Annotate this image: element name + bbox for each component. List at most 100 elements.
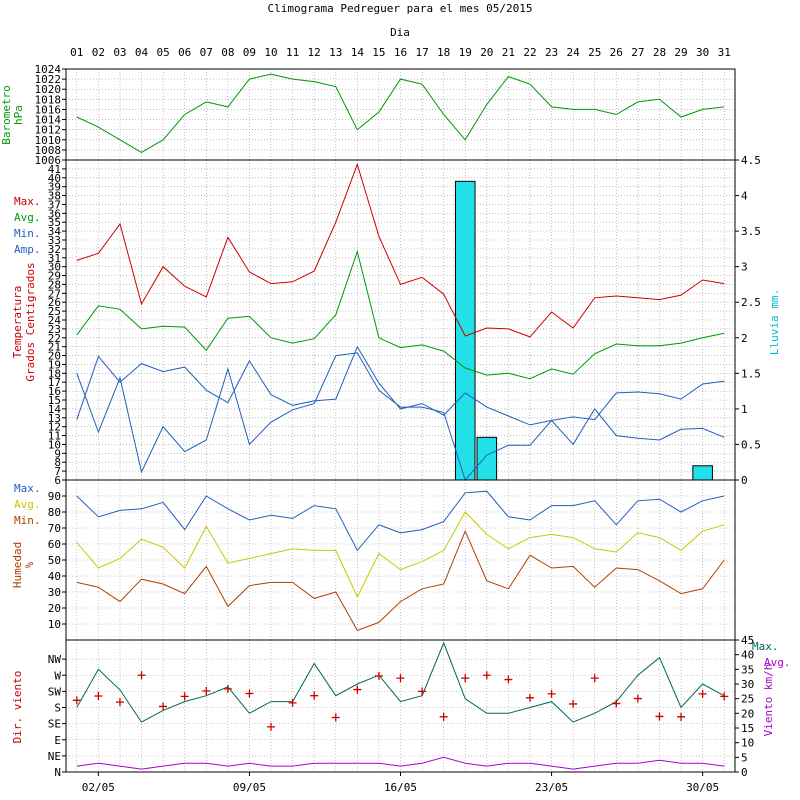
wind-direction-marker: [482, 671, 491, 680]
pressure-y-tick-label: 1012: [35, 124, 62, 137]
day-tick-label: 15: [372, 46, 385, 59]
rain-bar: [454, 180, 476, 481]
temp-y-tick-label: 36: [48, 207, 61, 220]
day-tick-label: 17: [415, 46, 428, 59]
temp-y-tick-label: 9: [54, 447, 61, 460]
pressure-y-tick-label: 1006: [35, 154, 62, 167]
temp-y-tick-label: 33: [48, 234, 61, 247]
wind-direction-marker: [72, 696, 81, 705]
temp-y-tick-label: 24: [48, 314, 62, 327]
humidity-series-min: [76, 529, 725, 632]
wind-direction-marker: [180, 692, 189, 701]
temp-y-tick-label: 18: [48, 367, 61, 380]
wind-dir-label: W: [54, 669, 61, 682]
pressure-axis-label-2: hPa: [12, 105, 25, 125]
temp-y-tick-label: 11: [48, 430, 61, 443]
rain-axis-label: Lluvia mm.: [768, 289, 781, 355]
temp-y-tick-label: 21: [48, 341, 61, 354]
bottom-date-label: 09/05: [233, 781, 266, 794]
temp-y-tick-label: 22: [48, 332, 61, 345]
wind-direction-marker: [267, 722, 276, 731]
humidity-y-tick-label: 10: [48, 618, 61, 631]
temp-y-tick-label: 12: [48, 421, 61, 434]
rain-y-tick-label: 2.5: [741, 296, 761, 309]
wind-legend-avg: Avg.: [764, 656, 791, 669]
rain-bar: [692, 465, 713, 481]
wind-dir-label: SW: [48, 685, 62, 698]
wind-speed-tick-label: 45: [741, 634, 754, 647]
humidity-y-tick-label: 90: [48, 490, 61, 503]
temp-y-tick-label: 41: [48, 163, 61, 176]
temp-y-tick-label: 26: [48, 296, 61, 309]
day-tick-label: 30: [696, 46, 709, 59]
day-tick-label: 03: [113, 46, 126, 59]
bottom-date-label: 23/05: [535, 781, 568, 794]
temp-y-tick-label: 23: [48, 323, 61, 336]
bottom-date-label: 30/05: [686, 781, 719, 794]
wind-direction-marker: [547, 689, 556, 698]
pressure-y-tick-label: 1022: [35, 73, 62, 86]
pressure-y-tick-label: 1008: [35, 144, 62, 157]
day-tick-label: 02: [92, 46, 105, 59]
temp-y-tick-label: 6: [54, 474, 61, 487]
rain-y-tick-label: 2: [741, 332, 748, 345]
wind-speed-tick-label: 20: [741, 707, 754, 720]
temp-y-tick-label: 20: [48, 350, 61, 363]
day-tick-label: 23: [545, 46, 558, 59]
pressure-y-tick-label: 1020: [35, 83, 62, 96]
rain-y-tick-label: 1.5: [741, 367, 761, 380]
temp-legend-amp: Amp.: [14, 243, 41, 256]
wind-direction-marker: [720, 692, 729, 701]
wind-direction-marker: [353, 685, 362, 694]
wind-direction-marker: [461, 674, 470, 683]
wind-direction-marker: [310, 691, 319, 700]
temp-legend-avg: Avg.: [14, 211, 41, 224]
wind-direction-marker: [223, 684, 232, 693]
day-tick-label: 09: [243, 46, 256, 59]
pressure-y-tick-label: 1024: [35, 63, 62, 76]
day-tick-label: 11: [286, 46, 299, 59]
day-axis-label: Dia: [390, 26, 410, 39]
humidity-series-max: [76, 490, 725, 552]
humidity-legend-avg: Avg.: [14, 498, 41, 511]
day-tick-label: 13: [329, 46, 342, 59]
pressure-y-tick-label: 1014: [35, 114, 62, 127]
rain-y-tick-label: 0: [741, 474, 748, 487]
humidity-y-tick-label: 60: [48, 538, 61, 551]
wind-direction-marker: [655, 712, 664, 721]
wind-speed-tick-label: 10: [741, 737, 754, 750]
temp-legend-max: Max.: [14, 195, 41, 208]
humidity-y-tick-label: 80: [48, 506, 61, 519]
wind-dir-label: E: [54, 734, 61, 747]
wind-speed-axis-label: Viento km/h: [762, 664, 775, 737]
wind-speed-tick-label: 25: [741, 693, 754, 706]
temp-y-tick-label: 19: [48, 358, 61, 371]
wind-speed-tick-label: 30: [741, 678, 754, 691]
temp-y-tick-label: 15: [48, 394, 61, 407]
wind-direction-marker: [374, 671, 383, 680]
temp-y-tick-label: 29: [48, 270, 61, 283]
day-tick-label: 06: [178, 46, 191, 59]
temp-y-tick-label: 40: [48, 172, 61, 185]
humidity-legend-min: Min.: [14, 514, 41, 527]
rain-y-tick-label: 3: [741, 261, 748, 274]
day-tick-label: 04: [135, 46, 149, 59]
day-tick-label: 05: [156, 46, 169, 59]
day-tick-label: 08: [221, 46, 234, 59]
day-tick-label: 26: [610, 46, 623, 59]
wind-direction-marker: [202, 687, 211, 696]
rain-y-tick-label: 4: [741, 190, 748, 203]
humidity-legend-max: Max.: [14, 482, 41, 495]
wind-direction-marker: [569, 699, 578, 708]
wind-direction-marker: [612, 699, 621, 708]
humidity-y-tick-label: 20: [48, 602, 61, 615]
day-tick-label: 16: [394, 46, 407, 59]
day-tick-label: 27: [631, 46, 644, 59]
wind-direction-marker: [137, 671, 146, 680]
temp-y-tick-label: 14: [48, 403, 62, 416]
wind-direction-marker: [396, 674, 405, 683]
bottom-date-label: 16/05: [384, 781, 417, 794]
temp-series-min: [76, 352, 725, 482]
pressure-y-tick-label: 1018: [35, 93, 62, 106]
